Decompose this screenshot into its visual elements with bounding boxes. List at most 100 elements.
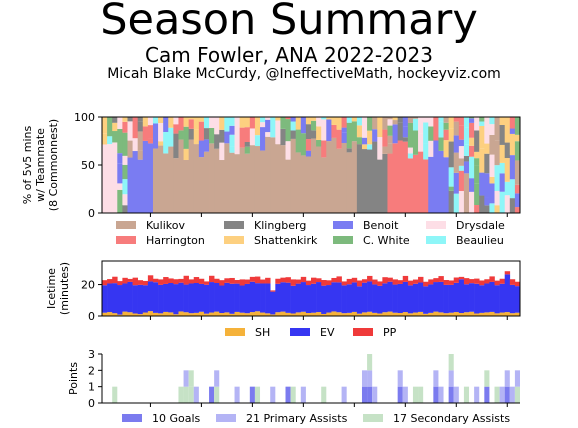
icetime-bar [173, 279, 179, 285]
icetime-bar [418, 282, 424, 312]
teammate-bar [137, 150, 144, 160]
icetime-bar [112, 283, 118, 314]
teammate-bar [499, 124, 506, 145]
legend-swatch [122, 414, 142, 422]
icetime-bar [102, 280, 108, 286]
teammate-bar [479, 148, 485, 173]
teammate-bar [219, 136, 225, 143]
icetime-bar [168, 283, 174, 313]
icetime-bar [275, 278, 281, 284]
icetime-bar [260, 312, 266, 316]
icetime-bar [326, 280, 332, 286]
icetime-bar [224, 278, 230, 283]
icetime-bar [423, 313, 429, 316]
icetime-bar [356, 280, 363, 287]
icetime-bar [132, 277, 138, 286]
icetime-bar [275, 312, 281, 316]
point-bar [463, 386, 470, 403]
icetime-bar [188, 279, 195, 284]
teammate-bar [499, 191, 506, 213]
teammate-bar [428, 117, 434, 127]
icetime-bar [249, 281, 256, 313]
icetime-bar [392, 312, 398, 316]
teammate-bar [397, 140, 404, 213]
teammate-bar [514, 207, 521, 213]
icetime-bar [249, 276, 256, 282]
icetime-bar [178, 278, 184, 283]
icetime-bar [458, 313, 465, 316]
teammate-bar [367, 144, 373, 150]
icetime-bar [209, 312, 215, 316]
icetime-bar [423, 281, 429, 287]
teammate-bar [173, 117, 179, 125]
icetime-panel [102, 271, 521, 316]
icetime-bar [203, 284, 210, 314]
teammate-bar [295, 117, 302, 130]
teammate-bar [316, 117, 322, 127]
teammate-bar [469, 191, 475, 213]
icetime-bar [458, 276, 465, 280]
teammate-bar [387, 153, 393, 213]
teammate-bar [122, 179, 128, 195]
teammate-bar [290, 121, 297, 131]
teammate-bar [469, 117, 475, 119]
teammate-bar [188, 117, 195, 120]
icetime-bar [433, 311, 439, 316]
icetime-bar [147, 311, 154, 316]
icetime-bar [311, 277, 317, 284]
teammate-bar [112, 122, 118, 132]
teammate-bar [453, 121, 460, 136]
icetime-bar [489, 281, 495, 312]
point-bar [193, 386, 199, 403]
teammate-bar [494, 205, 501, 213]
icetime-bar [316, 278, 322, 283]
teammate-bar [494, 117, 501, 141]
icetime-bar [229, 277, 235, 284]
teammate-bar [112, 131, 118, 143]
point-bar [509, 386, 515, 403]
icetime-bar [509, 279, 516, 285]
icetime-bar [463, 312, 470, 316]
icetime-bar [132, 313, 138, 316]
teammate-bar [367, 149, 373, 213]
teammate-bar [382, 129, 388, 147]
teammate-bar [270, 117, 276, 138]
teammate-bar [254, 117, 261, 136]
icetime-bar [122, 311, 128, 316]
point-bar [178, 386, 184, 403]
point-bar [504, 386, 510, 403]
icetime-bar [331, 311, 337, 316]
icetime-bar [499, 312, 506, 316]
teammate-bar [361, 149, 368, 213]
icetime-bar [305, 313, 312, 316]
icetime-bar [214, 283, 220, 312]
teammate-bar [244, 153, 251, 213]
icetime-bar [346, 312, 353, 316]
teammate-bar [509, 117, 516, 129]
teammate-bar [158, 145, 164, 213]
teammate-bar [295, 152, 302, 213]
teammate-bar [224, 131, 230, 144]
teammate-bar [458, 170, 465, 192]
teammate-bar [178, 117, 184, 131]
icetime-bar [474, 283, 480, 314]
icetime-bar [443, 280, 449, 285]
teammate-bar [494, 165, 501, 191]
teammate-bar [193, 129, 200, 145]
icetime-bar [453, 277, 460, 283]
icetime-bar [280, 282, 286, 312]
point-bar [361, 370, 368, 387]
legend-swatch [224, 236, 244, 244]
teammate-bar [275, 144, 281, 213]
icetime-bar [224, 312, 230, 316]
icetime-bar [346, 278, 353, 285]
y-axis-label: (8 Commonnest) [47, 119, 60, 211]
icetime-bar [158, 279, 164, 285]
icetime-bar [448, 280, 455, 285]
icetime-bar [127, 312, 133, 316]
icetime-bar [249, 312, 256, 316]
teammate-bar [489, 154, 495, 177]
teammate-bar [300, 133, 307, 156]
teammate-bar [448, 176, 455, 187]
